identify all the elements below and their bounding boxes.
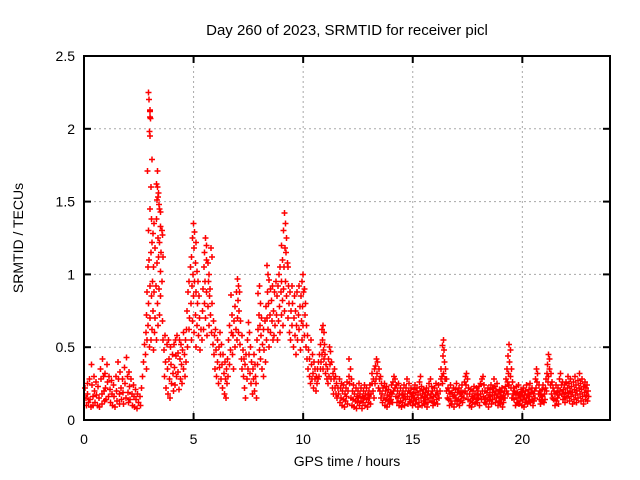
x-tick-label: 0 — [80, 431, 88, 447]
y-axis-label: SRMTID / TECUs — [10, 183, 26, 293]
x-tick-label: 20 — [515, 431, 531, 447]
x-tick-labels: 0 5 10 15 20 — [80, 431, 530, 447]
y-tick-label: 1 — [67, 266, 75, 282]
plot-border — [83, 55, 611, 421]
chart-title: Day 260 of 2023, SRMTID for receiver pic… — [206, 22, 488, 39]
axis-ticks — [83, 55, 610, 421]
y-tick-labels: 0 0.5 1 1.5 2 2.5 — [56, 48, 76, 428]
x-tick-label: 10 — [295, 431, 311, 447]
y-tick-label: 0 — [67, 412, 75, 428]
x-tick-label: 15 — [405, 431, 421, 447]
y-tick-label: 0.5 — [56, 339, 76, 355]
y-tick-label: 2.5 — [56, 48, 76, 64]
data-points — [82, 89, 592, 412]
y-tick-label: 2 — [67, 121, 75, 137]
scatter-points — [82, 89, 592, 412]
y-tick-label: 1.5 — [56, 194, 76, 210]
x-axis-label: GPS time / hours — [294, 453, 401, 469]
plot-frame — [83, 55, 611, 421]
x-tick-label: 5 — [190, 431, 198, 447]
